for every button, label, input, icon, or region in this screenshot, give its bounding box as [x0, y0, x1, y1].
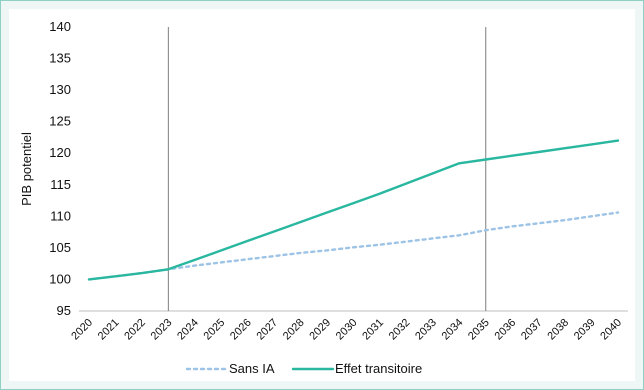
x-tick-label: 2040	[598, 317, 624, 343]
x-tick-label: 2023	[149, 317, 175, 343]
y-tick-label: 120	[49, 145, 71, 160]
x-tick-label: 2034	[440, 317, 466, 343]
x-tick-label: 2030	[334, 317, 360, 343]
x-tick-label: 2022	[122, 317, 148, 343]
y-axis: 95 100 105 110 115 120 125 130 135 140	[49, 19, 71, 318]
x-tick-label: 2035	[466, 317, 492, 343]
x-tick-label: 2026	[228, 317, 254, 343]
series-line-sans-ia	[87, 211, 620, 281]
x-tick-label: 2020	[69, 317, 95, 343]
legend-label: Effet transitoire	[335, 361, 422, 376]
x-tick-label: 2024	[175, 317, 201, 343]
y-tick-label: 100	[49, 271, 71, 286]
x-tick-label: 2031	[360, 317, 386, 343]
chart-panel: 95 100 105 110 115 120 125 130 135 140 2020 2021 20…	[9, 9, 635, 381]
x-tick-label: 2021	[96, 317, 122, 343]
x-tick-label: 2025	[202, 317, 228, 343]
x-tick-label: 2037	[519, 317, 545, 343]
x-tick-label: 2033	[413, 317, 439, 343]
y-tick-label: 135	[49, 51, 71, 66]
y-tick-label: 140	[49, 19, 71, 34]
y-tick-label: 95	[57, 303, 71, 318]
y-axis-label: PIB potentiel	[19, 132, 34, 206]
series-lines	[87, 139, 620, 281]
legend: Sans IA Effet transitoire	[185, 361, 422, 376]
y-tick-label: 130	[49, 82, 71, 97]
reference-lines	[167, 27, 487, 311]
y-tick-label: 110	[50, 208, 71, 223]
x-tick-label: 2028	[281, 317, 307, 343]
y-tick-label: 115	[50, 177, 71, 192]
y-tick-label: 105	[49, 240, 71, 255]
x-tick-label: 2038	[545, 317, 571, 343]
x-tick-label: 2027	[254, 317, 280, 343]
x-tick-label: 2032	[387, 317, 413, 343]
x-axis: 2020 2021 2022 2023 2024 2025 2026 2027 2028 2029…	[69, 310, 628, 343]
x-tick-label: 2036	[493, 317, 519, 343]
series-line-effet-transitoire	[87, 139, 620, 281]
x-tick-label: 2029	[307, 317, 333, 343]
y-tick-label: 125	[49, 114, 71, 129]
x-tick-label: 2039	[572, 317, 598, 343]
legend-label: Sans IA	[229, 361, 275, 376]
